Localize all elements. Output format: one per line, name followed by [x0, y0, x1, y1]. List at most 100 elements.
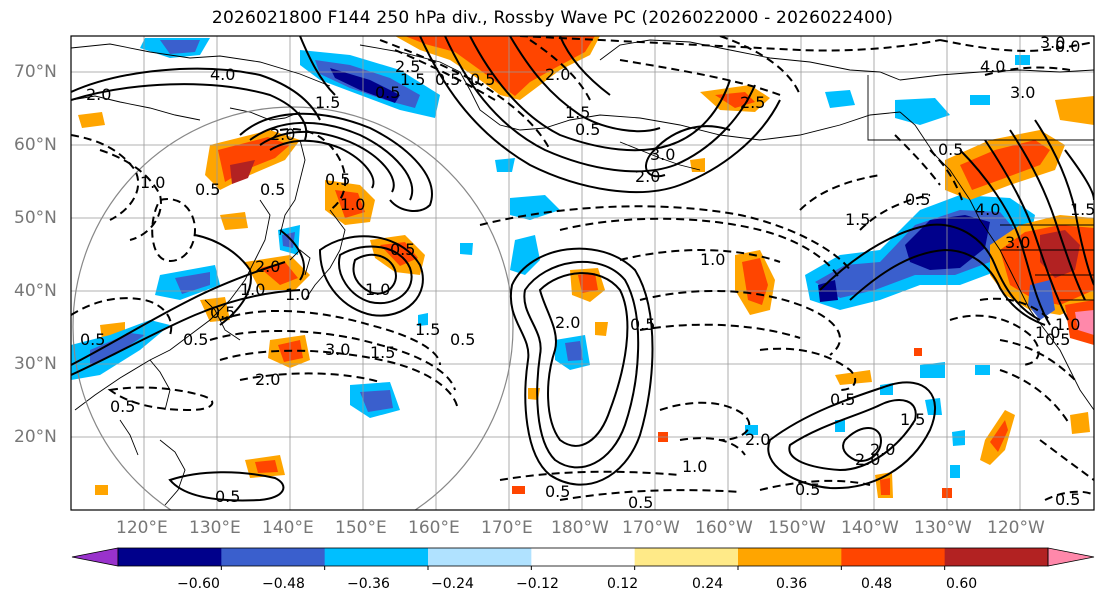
contour-label: 1.0: [340, 195, 365, 214]
contour-label: 0.5: [575, 120, 600, 139]
shade-patch: [1070, 412, 1090, 434]
lon-label: 180°W: [551, 518, 609, 538]
contour-label: 0.5: [795, 480, 820, 499]
colorbar-tick-label: 0.36: [776, 576, 808, 592]
shade-patch: [970, 95, 990, 105]
shade-patch: [510, 235, 540, 275]
contour-label: 1.0: [285, 285, 310, 304]
lon-label: 170°W: [622, 518, 680, 538]
contour-label: 0.5: [80, 330, 105, 349]
shade-patch: [78, 112, 105, 128]
contour-label: 1.0: [1055, 315, 1080, 334]
contour-label: 3.0: [325, 340, 350, 359]
contour-label: 0.5: [905, 190, 930, 209]
contour-label: 1.5: [400, 70, 425, 89]
contour-label: 0.5: [183, 330, 208, 349]
contour-label: 2.0: [255, 257, 280, 276]
contour-label: 0.0: [1055, 37, 1080, 56]
contour-label: 1.0: [700, 250, 725, 269]
contour-label: 1.0: [1035, 323, 1060, 342]
contour-label: 1.0: [140, 173, 165, 192]
shade-patch: [360, 390, 393, 412]
colorbar-tick-label: −0.24: [431, 576, 474, 592]
shade-patch: [512, 486, 525, 494]
contour-label: 1.0: [682, 457, 707, 476]
colorbar-tick-label: 0.12: [607, 576, 639, 592]
shade-patch: [745, 425, 758, 435]
shade-patch: [690, 158, 705, 172]
colorbar-tick-label: −0.60: [177, 576, 220, 592]
contour-label: 0.5: [628, 493, 653, 512]
shade-patch: [835, 420, 845, 432]
lon-label: 130°W: [914, 518, 972, 538]
contour-label: 0.5: [1055, 490, 1080, 509]
contour-label: 1.5: [1070, 200, 1095, 219]
great-circle: [72, 106, 514, 510]
lat-label: 30°N: [14, 354, 57, 374]
contour-label: 2.5: [395, 57, 420, 76]
contour-label: 0.5: [195, 180, 220, 199]
contour-label: 4.0: [210, 65, 235, 84]
shade-patch: [565, 341, 583, 361]
solid-contours: [71, 36, 1094, 502]
lon-label: 150°W: [768, 518, 826, 538]
shade-patch: [952, 430, 965, 446]
contour-label: 0.5: [390, 240, 415, 259]
contour-label: 2.0: [555, 313, 580, 332]
shade-patch: [895, 98, 950, 125]
shade-patch: [960, 140, 1050, 190]
contour-label: 2.0: [545, 65, 570, 84]
lat-label: 60°N: [14, 135, 57, 155]
shade-patch: [914, 348, 922, 356]
contour-label: 0.5: [110, 397, 135, 416]
shade-patch: [880, 478, 890, 495]
shade-patch: [578, 273, 598, 293]
contour-label: 1.0: [240, 280, 265, 299]
shade-patch: [495, 158, 515, 172]
contour-label: 2.0: [745, 430, 770, 449]
shade-patch: [950, 465, 960, 478]
shade-patch: [418, 313, 428, 326]
contour-label: 4.0: [980, 57, 1005, 76]
contour-label: 0.5: [938, 140, 963, 159]
lon-label: 130°E: [189, 518, 241, 538]
contour-label: 2.0: [86, 85, 111, 104]
contour-label: 0.5: [470, 70, 495, 89]
colorbar-tick-label: 0.48: [861, 576, 893, 592]
lon-label: 170°E: [481, 518, 533, 538]
contour-label: 0.5: [450, 330, 475, 349]
lon-label: 160°W: [695, 518, 753, 538]
shade-patch: [1075, 310, 1094, 335]
shade-patch: [282, 232, 295, 248]
lon-label: 160°E: [408, 518, 460, 538]
lat-label: 20°N: [14, 427, 57, 447]
contour-label: 1.5: [845, 210, 870, 229]
shade-patch: [95, 485, 108, 495]
shade-patch: [925, 398, 942, 415]
lat-label: 70°N: [14, 62, 57, 82]
shade-patch: [160, 40, 200, 54]
contour-label: 4.0: [975, 200, 1000, 219]
contour-label: 0.5: [435, 70, 460, 89]
shade-patch: [990, 420, 1008, 452]
dashed-contours: [71, 36, 1094, 501]
contour-label: 1.5: [565, 103, 590, 122]
shade-patch: [175, 272, 210, 294]
lon-label: 120°E: [116, 518, 168, 538]
map-frame: [70, 35, 1095, 511]
contour-label: 1.5: [900, 410, 925, 429]
colorbar-tick-label: −0.36: [347, 576, 390, 592]
contour-label: 3.0: [1005, 233, 1030, 252]
shade-patch: [975, 365, 990, 375]
contour-label: 0.5: [210, 303, 235, 322]
shade-patch: [1055, 96, 1094, 125]
shade-patch: [510, 195, 560, 220]
map-title: 2026021800 F144 250 hPa div., Rossby Wav…: [211, 8, 894, 28]
colorbar-tick-label: 0.24: [692, 576, 724, 592]
contour-label: 1.5: [415, 320, 440, 339]
map-gridlines: [71, 36, 1094, 510]
contour-label: 0.5: [545, 482, 570, 501]
contour-label: 2.0: [870, 440, 895, 459]
contour-label: 1.5: [315, 93, 340, 112]
